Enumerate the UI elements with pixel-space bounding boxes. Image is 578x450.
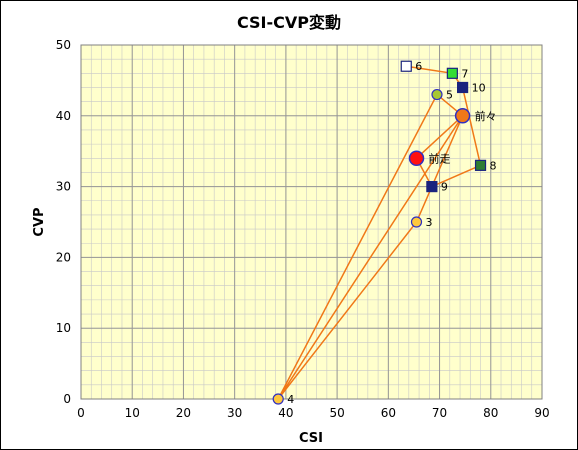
data-label-前走: 前走 — [429, 151, 451, 165]
x-tick-labels: 0 10 20 30 40 50 60 70 80 90 — [77, 406, 549, 420]
y-tick-label: 40 — [56, 109, 71, 123]
y-tick-label: 10 — [56, 321, 71, 335]
data-label-10: 10 — [472, 81, 486, 94]
data-label-9: 9 — [441, 181, 448, 194]
data-point-4 — [272, 393, 284, 405]
x-tick-label: 70 — [432, 406, 447, 420]
y-tick-label: 0 — [63, 392, 71, 406]
data-point-5 — [431, 88, 443, 101]
data-label-8: 8 — [490, 159, 497, 172]
x-tick-label: 80 — [483, 406, 498, 420]
data-point-7 — [446, 67, 458, 79]
data-point-9 — [426, 181, 438, 193]
x-tick-label: 10 — [125, 406, 140, 420]
data-point-10 — [457, 81, 469, 94]
x-axis-label: CSI — [299, 431, 323, 446]
data-point-3 — [410, 216, 423, 228]
data-point-6 — [400, 60, 412, 72]
x-tick-label: 50 — [329, 406, 344, 420]
x-tick-label: 40 — [278, 406, 293, 420]
data-point-前々 — [454, 108, 471, 124]
y-tick-labels: 0 10 20 30 40 50 — [56, 38, 71, 406]
y-axis-label: CVP — [32, 207, 47, 236]
chart-title: CSI-CVP変動 — [237, 13, 341, 32]
y-tick-label: 30 — [56, 180, 71, 194]
data-point-前走 — [408, 150, 425, 167]
data-label-4: 4 — [287, 393, 294, 406]
data-label-6: 6 — [415, 60, 422, 73]
y-tick-label: 20 — [56, 250, 71, 264]
data-point-8 — [474, 159, 487, 171]
y-tick-label: 50 — [56, 38, 71, 52]
x-tick-label: 60 — [381, 406, 396, 420]
data-label-7: 7 — [461, 67, 468, 80]
data-label-前々: 前々 — [475, 109, 497, 123]
plot-border — [80, 44, 543, 400]
data-label-3: 3 — [426, 216, 433, 229]
x-tick-label: 90 — [534, 406, 549, 420]
x-tick-label: 30 — [227, 406, 242, 420]
x-tick-label: 0 — [77, 406, 85, 420]
data-label-5: 5 — [446, 89, 453, 102]
x-tick-label: 20 — [176, 406, 191, 420]
plot-area — [81, 45, 542, 399]
